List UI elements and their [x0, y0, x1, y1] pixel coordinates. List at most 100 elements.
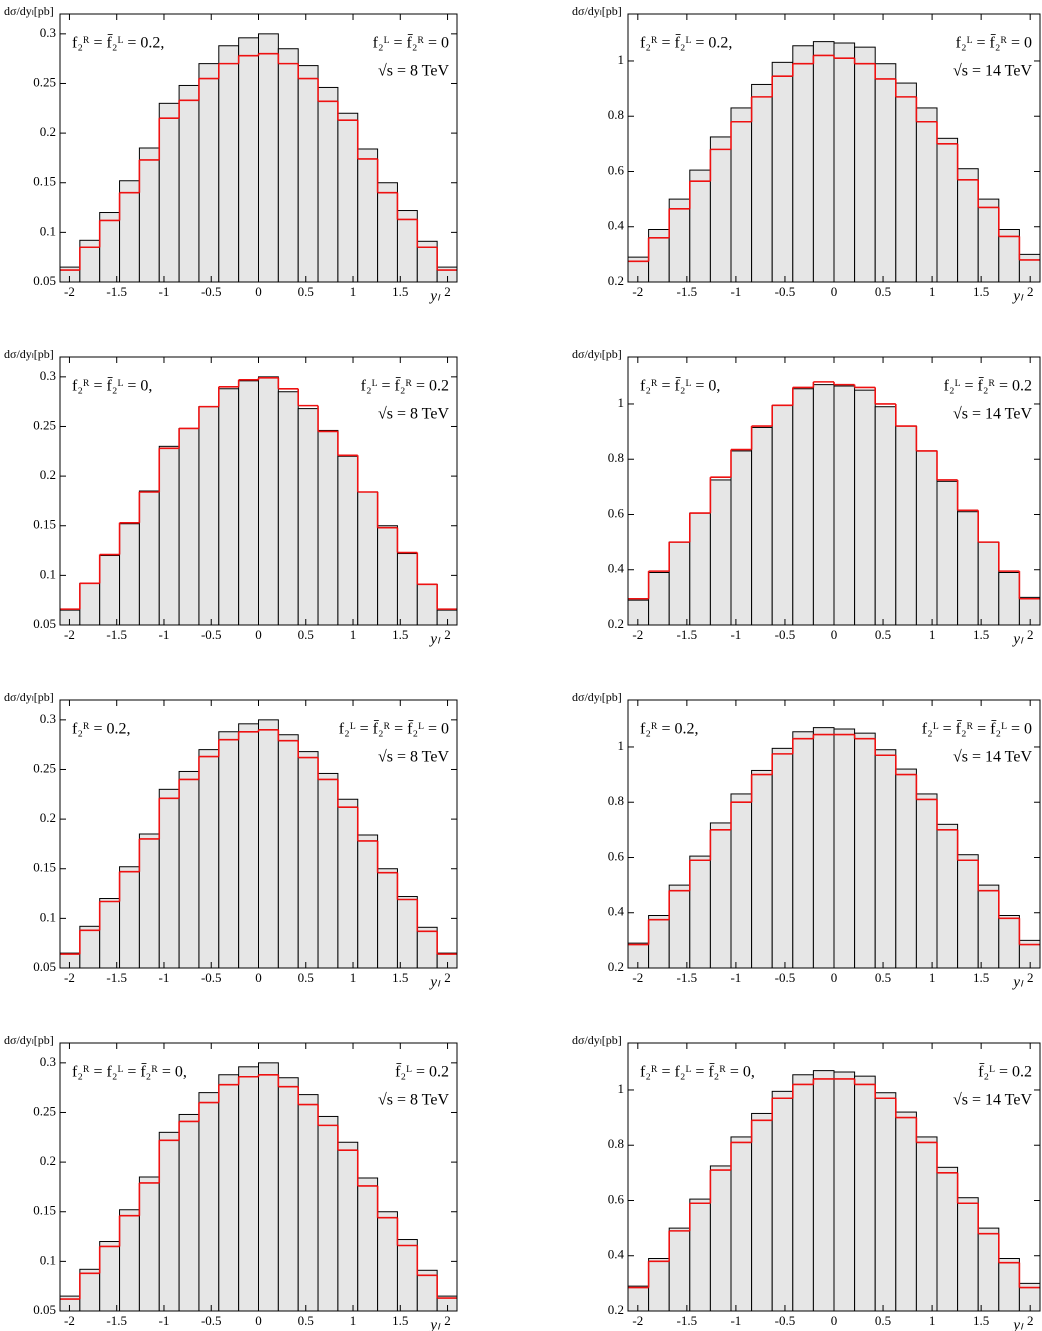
bar	[396, 1239, 418, 1312]
bar	[812, 727, 835, 969]
bar	[833, 42, 856, 283]
annotation: √s = 8 TeV	[378, 63, 450, 80]
bar	[792, 45, 814, 283]
y-tick-label: 0.3	[40, 368, 56, 383]
x-tick-label: 1	[350, 627, 357, 642]
bar	[874, 1092, 897, 1312]
bar	[297, 408, 319, 626]
x-tick-label: 0.5	[875, 284, 891, 299]
bar	[317, 1115, 339, 1312]
x-tick-label: -2	[64, 284, 75, 299]
bar	[895, 1111, 917, 1312]
bar	[689, 855, 711, 969]
bar	[854, 1075, 876, 1312]
x-tick-label: 1	[929, 970, 936, 985]
y-axis-label: dσ/dyₗ[pb]	[4, 1033, 54, 1047]
x-tick-label: 0.5	[298, 1313, 314, 1328]
bar	[998, 229, 1020, 283]
bar	[99, 555, 121, 626]
x-tick-label: 1.5	[973, 284, 989, 299]
annotation: f₂ᴿ = f₂ᴸ = f̄₂ᴿ = 0,	[640, 1063, 755, 1081]
y-tick-label: 0.25	[33, 417, 56, 432]
y-tick-label: 0.2	[40, 467, 56, 482]
x-tick-label: 0	[831, 284, 838, 299]
bar	[689, 512, 711, 626]
bar	[771, 1090, 794, 1312]
x-tick-label: 0.5	[298, 284, 314, 299]
y-axis-label: dσ/dyₗ[pb]	[572, 690, 622, 704]
y-tick-label: 0.3	[40, 1054, 56, 1069]
y-tick-label: 0.3	[40, 711, 56, 726]
bar	[158, 102, 180, 283]
bar	[915, 450, 938, 626]
bar	[99, 212, 121, 283]
y-tick-label: 0.15	[33, 860, 56, 875]
bar	[198, 1092, 220, 1312]
bar	[218, 1074, 240, 1312]
x-tick-label: -2	[632, 284, 643, 299]
annotation: f₂ᴸ = f̄₂ᴿ = 0.2	[944, 377, 1032, 395]
bar	[709, 1165, 732, 1312]
bar	[812, 41, 835, 283]
annotation: √s = 14 TeV	[953, 63, 1033, 80]
y-tick-label: 0.4	[608, 561, 625, 576]
bar	[138, 490, 160, 626]
annotation: √s = 8 TeV	[378, 749, 450, 766]
x-tick-label: 2	[444, 284, 451, 299]
y-axis-label: dσ/dyₗ[pb]	[4, 4, 54, 18]
x-axis-label: yₗ	[1011, 974, 1024, 990]
x-tick-label: -1	[730, 970, 741, 985]
x-axis-label: yₗ	[1011, 288, 1024, 304]
y-tick-label: 0.8	[608, 107, 624, 122]
bar	[317, 429, 339, 626]
y-axis-label: dσ/dyₗ[pb]	[572, 4, 622, 18]
bar	[119, 180, 140, 283]
bar	[258, 719, 279, 969]
x-tick-label: 1	[350, 284, 357, 299]
bar	[99, 898, 121, 969]
bar	[998, 572, 1020, 626]
bar	[377, 182, 398, 283]
bar	[258, 376, 279, 626]
x-axis-label: yₗ	[1011, 1317, 1024, 1331]
bar	[158, 445, 180, 626]
bar	[668, 1227, 691, 1312]
bar	[668, 198, 691, 283]
bar	[874, 63, 897, 283]
y-tick-label: 0.1	[40, 1252, 56, 1267]
x-axis-label: yₗ	[428, 631, 441, 647]
x-tick-label: 0.5	[875, 1313, 891, 1328]
bar	[337, 798, 359, 969]
bar	[895, 425, 917, 626]
y-tick-label: 0.6	[608, 162, 625, 177]
x-tick-label: -1	[730, 1313, 741, 1328]
y-tick-label: 1	[618, 738, 625, 753]
x-tick-label: 2	[1027, 284, 1034, 299]
bar	[895, 768, 917, 969]
y-tick-label: 0.15	[33, 1203, 56, 1218]
x-tick-label: 1.5	[392, 1313, 408, 1328]
y-tick-label: 0.4	[608, 218, 625, 233]
x-tick-label: -1.5	[106, 970, 127, 985]
bar	[277, 48, 299, 283]
x-tick-label: -1	[159, 284, 170, 299]
bar	[709, 479, 732, 626]
bar	[337, 1141, 359, 1312]
bar	[874, 749, 897, 969]
x-tick-label: 1.5	[392, 970, 408, 985]
y-tick-label: 0.8	[608, 793, 624, 808]
bar	[138, 833, 160, 969]
x-tick-label: -0.5	[201, 970, 222, 985]
x-tick-label: 1.5	[973, 970, 989, 985]
y-tick-label: 0.25	[33, 760, 56, 775]
annotation: f₂ᴿ = f̄₂ᴸ = 0.2,	[72, 34, 164, 52]
x-tick-label: 1	[350, 1313, 357, 1328]
bar	[138, 1176, 160, 1312]
bar	[977, 1227, 1000, 1312]
y-tick-label: 0.05	[33, 273, 56, 288]
x-tick-label: -1.5	[106, 1313, 127, 1328]
bar	[238, 1066, 259, 1312]
bar	[218, 731, 240, 969]
y-tick-label: 0.25	[33, 74, 56, 89]
y-tick-label: 0.25	[33, 1103, 56, 1118]
